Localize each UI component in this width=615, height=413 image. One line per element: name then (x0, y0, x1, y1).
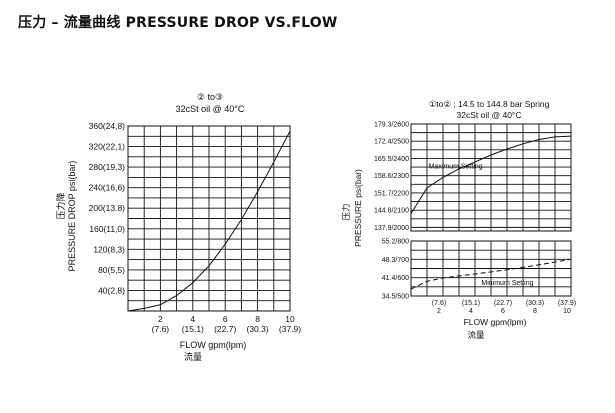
chart2-x-tick-lpm-label: (7.6) (432, 300, 446, 307)
page-title: 压力 – 流量曲线 PRESSURE DROP VS.FLOW (18, 15, 338, 31)
chart2-upper-y-tick-label: 158.6/2300 (374, 173, 409, 180)
chart1-y-tick-label: 160(11,0) (89, 224, 125, 234)
chart1-x-tick-lpm-label: (37.9) (279, 324, 301, 334)
chart1-y-tick-label: 280(19,3) (89, 162, 126, 172)
chart2-x-tick-label: 6 (501, 308, 505, 315)
chart2-upper-series-line (410, 135, 572, 214)
pressure-setting-chart: ①to② ; 14.5 to 144.8 bar Spring 32cSt oi… (341, 99, 576, 340)
chart2-upper-y-tick-label: 172.4/2500 (374, 139, 409, 146)
chart2-x-tick-label: 4 (469, 308, 473, 315)
chart2-xlabel: FLOW gpm(lpm) (464, 317, 527, 327)
chart2-x-tick-lpm-label: (15.1) (462, 300, 480, 307)
chart2-upper-y-tick-label: 151.7/2200 (374, 190, 409, 197)
chart1-x-tick-label: 6 (223, 314, 228, 324)
chart1-x-tick-label: 8 (255, 314, 260, 324)
chart2-x-tick-lpm-label: (22.7) (494, 300, 512, 307)
chart1-x-tick-lpm-label: (22.7) (214, 324, 236, 334)
chart1-x-tick-label: 10 (285, 314, 295, 324)
chart1-y-tick-label: 120(8,3) (93, 244, 125, 254)
chart1-subtitle: 32cSt oil @ 40°C (176, 104, 245, 114)
chart2-lower-y-tick-label: 48.3/700 (382, 257, 409, 264)
chart1-x-tick-lpm-label: (7.6) (152, 324, 170, 334)
chart1-y-tick-label: 320(22,1) (89, 142, 126, 152)
chart2-x-tick-label: 10 (563, 308, 571, 315)
chart2-x-tick-label: 8 (533, 308, 537, 315)
chart1-x-tick-lpm-label: (15.1) (182, 324, 204, 334)
chart2-upper-y-tick-label: 179.3/2600 (374, 122, 409, 129)
chart2-x-tick-lpm-label: (37.9) (558, 300, 576, 307)
chart2-upper-y-tick-label: 137.9/2000 (374, 225, 409, 232)
chart2-upper-y-tick-label: 165.5/2400 (374, 156, 409, 163)
chart1-ylabel-cn: 压力降 (55, 192, 66, 219)
chart2-lower-series-label: Minimum Setting (481, 280, 533, 287)
chart1-xlabel: FLOW gpm(lpm) (180, 340, 247, 350)
chart1-y-tick-label: 360(24,8) (89, 121, 126, 131)
chart2-x-tick-lpm-label: (30.3) (526, 300, 544, 307)
chart2-lower-series-line (410, 258, 572, 290)
chart2-ylabel: PRESSURE psi(bar) (353, 169, 363, 247)
chart1-x-tick-lpm-label: (30.3) (246, 324, 268, 334)
chart1-y-tick-label: 240(16,6) (89, 183, 126, 193)
chart1-title: ② to③ (197, 92, 223, 102)
chart1-y-tick-label: 40(2,8) (98, 285, 125, 295)
chart2-lower-y-tick-label: 41.4/600 (382, 275, 409, 282)
chart2-x-tick-label: 2 (437, 308, 441, 315)
chart1-series-line (127, 130, 291, 312)
chart2-upper-y-tick-label: 144.8/2100 (374, 208, 409, 215)
pressure-drop-chart: ② to③ 32cSt oil @ 40°C 40(2,8) 80(5,5) 120… (55, 92, 301, 362)
chart1-x-tick-label: 2 (158, 314, 163, 324)
chart1-x-tick-label: 4 (190, 314, 195, 324)
chart2-subtitle: 32cSt oil @ 40°C (457, 110, 522, 120)
chart1-y-tick-label: 200(13.8) (89, 203, 126, 213)
chart2-ylabel-cn: 压力 (341, 203, 351, 220)
chart2-title: ①to② ; 14.5 to 144.8 bar Spring (429, 99, 550, 109)
chart1-y-tick-label: 80(5,5) (98, 265, 125, 275)
chart2-xlabel-cn: 流量 (467, 330, 485, 340)
chart1-xlabel-cn: 流量 (184, 351, 202, 362)
chart2-lower-y-tick-label: 34.5/500 (382, 294, 409, 301)
chart1-ylabel: PRESSURE DROP psi(bar) (67, 161, 77, 272)
chart2-lower-y-tick-label: 55.2/800 (382, 239, 409, 246)
chart2-upper-series-label: Maximum Setting (429, 163, 483, 170)
